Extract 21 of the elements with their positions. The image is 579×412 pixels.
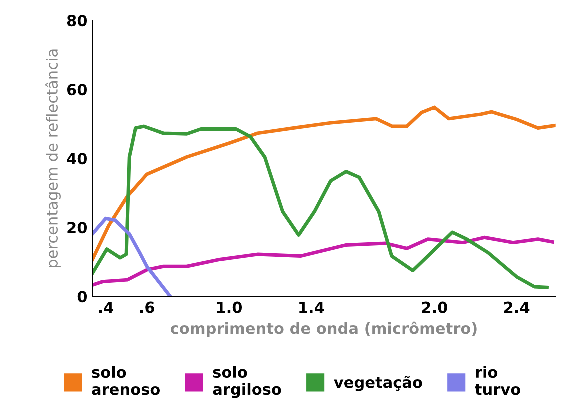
x-tick-label: 1.4 [300, 302, 324, 314]
y-tick-label: 80 [67, 15, 88, 27]
line-series [92, 236, 554, 287]
y-tick-label: 0 [78, 291, 88, 303]
line-series [92, 216, 172, 297]
x-tick-label: 2.0 [422, 302, 448, 314]
line-series [92, 106, 556, 262]
y-axis-title: percentagem de reflectância [46, 50, 61, 268]
legend-label: vegetação [334, 376, 422, 392]
x-tick-label: .6 [140, 302, 154, 314]
x-axis-title: comprimento de onda (micrômetro) [170, 322, 477, 338]
x-tick-label: 1.0 [217, 302, 242, 314]
legend-label: rio turvo [475, 366, 520, 396]
x-tick-label: 2.4 [504, 302, 530, 314]
y-tick-label: 40 [67, 153, 88, 165]
legend-label: solo argiloso [213, 366, 282, 398]
y-tick-label: 60 [67, 84, 88, 96]
line-series [92, 124, 549, 290]
legend-label: solo arenoso [92, 366, 160, 396]
y-tick-label: 20 [68, 222, 88, 234]
x-tick-label: .4 [99, 302, 114, 314]
